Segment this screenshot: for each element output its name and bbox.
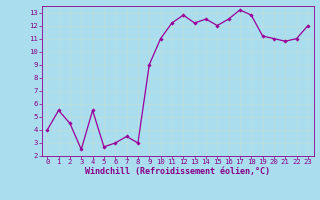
X-axis label: Windchill (Refroidissement éolien,°C): Windchill (Refroidissement éolien,°C) — [85, 167, 270, 176]
